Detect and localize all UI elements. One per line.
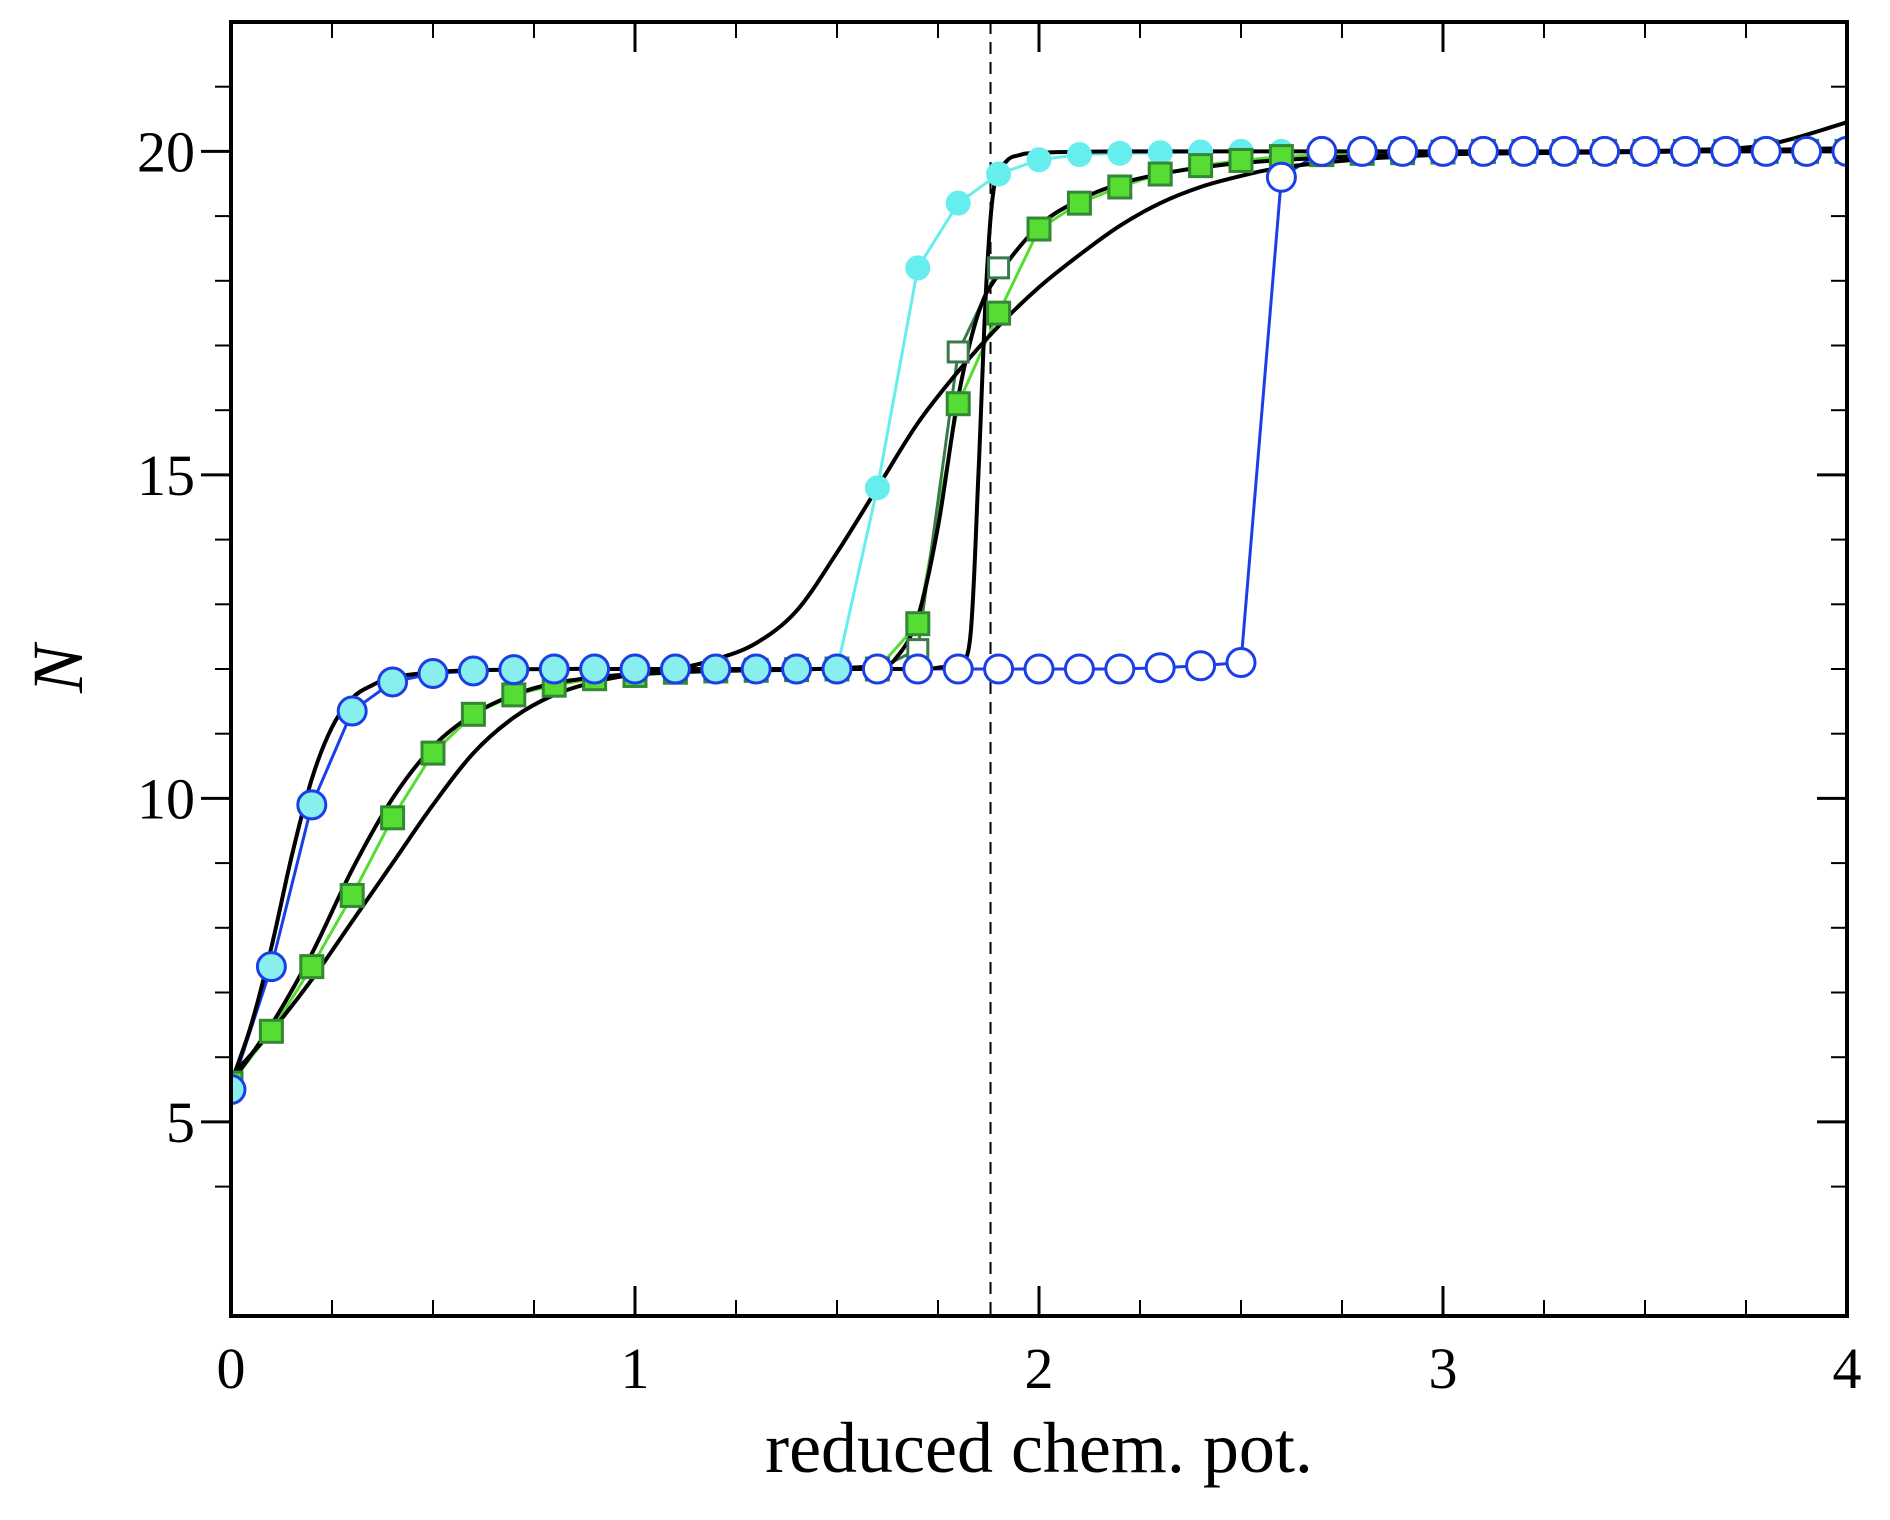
point-cyan-filled-circles	[945, 190, 971, 216]
point-blue-open-circles	[1063, 653, 1095, 685]
point-light-green-filled-squares	[380, 805, 406, 831]
point-light-green-filled-squares	[258, 1018, 284, 1044]
point-blue-open-circles-cyan-fill	[821, 653, 853, 685]
point-blue-open-circles	[861, 653, 893, 685]
point-dark-green-open-squares	[946, 340, 970, 364]
point-cyan-filled-circles	[1107, 140, 1133, 166]
point-cyan-filled-circles	[1066, 142, 1092, 168]
point-blue-open-circles-cyan-fill	[700, 653, 732, 685]
point-light-green-filled-squares	[1228, 147, 1254, 173]
point-blue-open-circles-cyan-fill	[740, 653, 772, 685]
x-tick-label: 3	[1429, 1336, 1458, 1401]
tick-labels: 0 1 2 3 4 5 10 15 20	[137, 119, 1862, 1401]
point-blue-open-circles	[1427, 135, 1459, 167]
point-cyan-filled-circles	[864, 475, 890, 501]
point-blue-open-circles-cyan-fill	[417, 658, 449, 690]
point-light-green-filled-squares	[299, 954, 325, 980]
point-blue-open-circles-cyan-fill	[296, 789, 328, 821]
plot-frame	[229, 20, 1849, 1318]
point-blue-open-circles	[1629, 135, 1661, 167]
point-blue-open-circles-cyan-fill	[579, 653, 611, 685]
point-light-green-filled-squares	[986, 300, 1012, 326]
point-blue-open-circles-cyan-fill	[498, 654, 530, 686]
point-light-green-filled-squares	[501, 682, 527, 708]
point-blue-open-circles-cyan-fill	[659, 653, 691, 685]
x-tick-label: 4	[1833, 1336, 1862, 1401]
point-blue-open-circles-cyan-fill	[377, 666, 409, 698]
point-blue-open-circles-cyan-fill	[231, 1074, 247, 1106]
point-blue-open-circles	[942, 653, 974, 685]
point-blue-open-circles-cyan-fill	[619, 653, 651, 685]
point-blue-open-circles	[1710, 135, 1742, 167]
point-blue-open-circles	[1548, 135, 1580, 167]
point-blue-open-circles	[1185, 650, 1217, 682]
point-blue-open-circles	[1144, 652, 1176, 684]
point-light-green-filled-squares	[339, 882, 365, 908]
point-blue-open-circles	[1346, 135, 1378, 167]
point-blue-open-circles	[1669, 135, 1701, 167]
point-dark-green-open-squares	[987, 256, 1011, 280]
axis-ticks	[201, 22, 1849, 1316]
point-light-green-filled-squares	[905, 611, 931, 637]
point-blue-open-circles	[1265, 161, 1297, 193]
point-blue-open-circles	[1306, 135, 1338, 167]
point-light-green-filled-squares	[1066, 190, 1092, 216]
x-tick-label: 1	[621, 1336, 650, 1401]
point-cyan-filled-circles	[986, 161, 1012, 187]
point-blue-open-circles	[1225, 647, 1257, 679]
y-tick-label: 10	[137, 766, 195, 831]
y-tick-label: 5	[166, 1090, 195, 1155]
point-blue-open-circles	[1508, 135, 1540, 167]
point-blue-open-circles-cyan-fill	[781, 653, 813, 685]
point-light-green-filled-squares	[1147, 161, 1173, 187]
y-tick-label: 15	[137, 443, 195, 508]
point-blue-open-circles	[1387, 135, 1419, 167]
y-axis-title: N	[18, 641, 98, 694]
point-light-green-filled-squares	[1107, 174, 1133, 200]
point-light-green-filled-squares	[420, 740, 446, 766]
point-light-green-filled-squares	[460, 701, 486, 727]
y-tick-label: 20	[137, 119, 195, 184]
point-blue-open-circles-cyan-fill	[538, 653, 570, 685]
point-light-green-filled-squares	[1188, 153, 1214, 179]
point-light-green-filled-squares	[1026, 216, 1052, 242]
series-layer	[231, 120, 1847, 1106]
point-blue-open-circles	[1831, 135, 1847, 167]
point-blue-open-circles	[1023, 653, 1055, 685]
x-tick-label: 2	[1025, 1336, 1054, 1401]
point-blue-open-circles	[1750, 135, 1782, 167]
point-blue-open-circles	[1791, 135, 1823, 167]
point-cyan-filled-circles	[905, 255, 931, 281]
point-blue-open-circles	[983, 653, 1015, 685]
point-blue-open-circles	[902, 653, 934, 685]
point-blue-open-circles-cyan-fill	[336, 695, 368, 727]
x-tick-label: 0	[217, 1336, 246, 1401]
point-cyan-filled-circles	[1147, 140, 1173, 166]
point-blue-open-circles	[1589, 135, 1621, 167]
point-blue-open-circles-cyan-fill	[255, 951, 287, 983]
point-blue-open-circles	[1104, 653, 1136, 685]
point-cyan-filled-circles	[1026, 147, 1052, 173]
point-blue-open-circles	[1467, 135, 1499, 167]
point-light-green-filled-squares	[945, 391, 971, 417]
point-blue-open-circles-cyan-fill	[457, 655, 489, 687]
x-axis-title: reduced chem. pot.	[765, 1408, 1313, 1488]
